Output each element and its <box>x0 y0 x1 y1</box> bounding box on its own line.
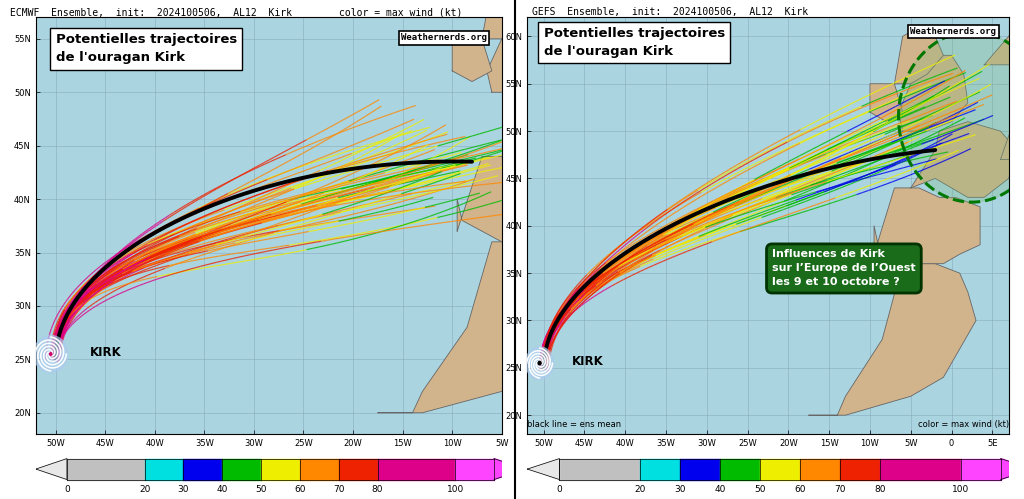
Text: 80: 80 <box>372 485 383 494</box>
Polygon shape <box>870 84 902 122</box>
Text: 100: 100 <box>952 485 969 494</box>
Text: Weathernerds.org: Weathernerds.org <box>910 27 996 36</box>
Circle shape <box>525 346 554 380</box>
Text: 70: 70 <box>835 485 846 494</box>
Text: Potentielles trajectoires
de l'ouragan Kirk: Potentielles trajectoires de l'ouragan K… <box>544 27 725 58</box>
Polygon shape <box>457 156 586 242</box>
Text: 0: 0 <box>65 485 70 494</box>
Text: Potentielles trajectoires
de l'ouragan Kirk: Potentielles trajectoires de l'ouragan K… <box>55 33 237 64</box>
Text: Weathernerds.org: Weathernerds.org <box>400 33 486 42</box>
Text: 50: 50 <box>755 485 766 494</box>
Circle shape <box>33 335 69 373</box>
Text: 100: 100 <box>446 485 464 494</box>
Polygon shape <box>378 242 581 413</box>
Text: 60: 60 <box>795 485 806 494</box>
Polygon shape <box>502 81 631 167</box>
Polygon shape <box>874 188 980 263</box>
Polygon shape <box>984 0 1024 65</box>
Text: 80: 80 <box>874 485 886 494</box>
Text: 50: 50 <box>255 485 267 494</box>
Text: 40: 40 <box>714 485 726 494</box>
Text: KIRK: KIRK <box>572 355 604 368</box>
Text: 20: 20 <box>634 485 645 494</box>
Text: Influences de Kirk
sur l’Europe de l’Ouest
les 9 et 10 octobre ?: Influences de Kirk sur l’Europe de l’Oue… <box>772 250 915 287</box>
Polygon shape <box>910 122 1017 198</box>
Text: black line = ens mean: black line = ens mean <box>527 420 622 430</box>
Text: 30: 30 <box>177 485 189 494</box>
Text: GEFS  Ensemble,  init:  2024100506,  AL12  Kirk: GEFS Ensemble, init: 2024100506, AL12 Ki… <box>532 7 809 17</box>
Text: ECMWF  Ensemble,  init:  2024100506,  AL12  Kirk        color = max wind (kt): ECMWF Ensemble, init: 2024100506, AL12 K… <box>10 7 463 17</box>
Text: 20: 20 <box>139 485 151 494</box>
Polygon shape <box>894 27 943 84</box>
Text: 60: 60 <box>294 485 305 494</box>
Polygon shape <box>1000 84 1024 160</box>
Polygon shape <box>527 459 559 480</box>
Polygon shape <box>809 263 976 415</box>
Polygon shape <box>482 0 542 39</box>
Polygon shape <box>453 39 492 81</box>
Text: 30: 30 <box>674 485 685 494</box>
Text: KIRK: KIRK <box>90 346 122 359</box>
Text: color = max wind (kt): color = max wind (kt) <box>918 420 1009 430</box>
Polygon shape <box>898 55 968 131</box>
Text: 40: 40 <box>216 485 228 494</box>
Polygon shape <box>1000 459 1024 480</box>
Circle shape <box>539 362 541 364</box>
Polygon shape <box>898 31 1024 202</box>
Text: 0: 0 <box>557 485 562 494</box>
Polygon shape <box>494 459 525 480</box>
Circle shape <box>49 353 52 355</box>
Polygon shape <box>36 459 67 480</box>
Circle shape <box>539 361 541 365</box>
Text: 70: 70 <box>333 485 344 494</box>
Polygon shape <box>486 7 571 92</box>
